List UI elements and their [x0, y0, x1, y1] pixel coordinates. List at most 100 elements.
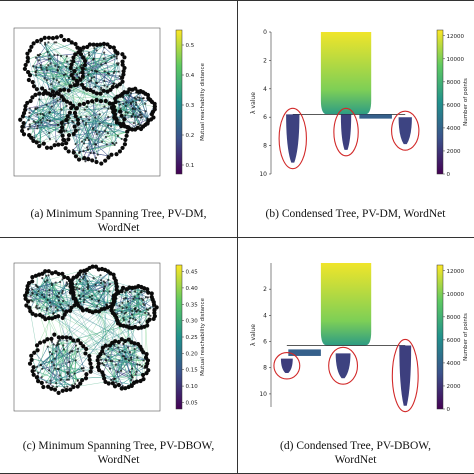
- c-node: [45, 308, 48, 312]
- a-node: [67, 76, 71, 79]
- a-node: [34, 140, 39, 145]
- c-node: [145, 287, 150, 292]
- a-node: [74, 106, 79, 111]
- a-node: [117, 110, 121, 114]
- a-node: [42, 35, 47, 41]
- c-edge: [57, 342, 76, 345]
- a-node: [89, 151, 92, 155]
- a-node: [60, 128, 63, 131]
- c-node: [61, 278, 64, 281]
- a-colorbar-tick-label: 0.3: [186, 103, 195, 109]
- a-node: [71, 150, 76, 155]
- a-node: [54, 64, 57, 67]
- c-edge: [40, 282, 56, 366]
- caption-d-line1: (d) Condensed Tree, PV-DBOW,: [280, 440, 431, 452]
- c-node: [75, 384, 80, 389]
- c-node: [123, 338, 128, 344]
- c-node: [28, 299, 31, 302]
- c-node: [95, 305, 99, 308]
- a-node: [122, 142, 128, 147]
- a-node: [124, 104, 127, 108]
- c-node: [123, 312, 126, 315]
- a-node: [69, 59, 72, 62]
- c-node: [116, 339, 121, 345]
- a-node: [52, 93, 57, 98]
- a-node: [28, 107, 31, 110]
- c-node: [122, 297, 125, 300]
- c-edge: [36, 377, 57, 384]
- c-node: [119, 322, 122, 325]
- c-node: [95, 364, 101, 370]
- c-node: [76, 347, 80, 350]
- c-node: [78, 341, 83, 346]
- c-node: [99, 281, 103, 285]
- a-node: [75, 67, 78, 70]
- a-node: [26, 77, 31, 83]
- a-node: [50, 91, 53, 94]
- c-node: [86, 280, 89, 283]
- c-node: [102, 371, 105, 374]
- a-edge: [34, 124, 65, 138]
- c-node: [82, 275, 86, 278]
- a-node: [48, 131, 51, 135]
- c-node: [104, 358, 107, 361]
- c-node: [65, 339, 69, 342]
- a-node: [25, 51, 30, 56]
- a-node: [45, 91, 50, 96]
- a-node: [42, 114, 45, 117]
- c-node: [56, 335, 61, 340]
- a-node: [34, 107, 37, 110]
- d-highlight-ellipse-2: [328, 346, 359, 385]
- b-highlight-ellipse-2: [333, 107, 359, 157]
- c-node: [78, 269, 83, 274]
- b-colorbar-label: Number of points: [463, 78, 469, 126]
- c-node: [76, 378, 79, 382]
- condensed-tree-b: 0 2 4 6 8 10 λ value 0 2000 4000 6000 8000 10000 1200…: [250, 29, 469, 178]
- c-node: [105, 307, 108, 310]
- a-node: [57, 65, 60, 69]
- a-node: [139, 123, 142, 127]
- c-colorbar-tick-label: 0.25: [186, 335, 199, 341]
- a-node: [130, 115, 133, 119]
- a-node: [48, 119, 51, 123]
- a-node: [37, 91, 42, 96]
- d-colorbar-tick-label: 2000: [447, 384, 461, 390]
- c-node: [41, 293, 44, 296]
- a-node: [49, 57, 52, 60]
- c-node: [41, 384, 46, 390]
- c-node: [33, 313, 38, 318]
- c-node: [129, 382, 133, 386]
- c-node: [48, 288, 51, 292]
- a-node: [34, 56, 38, 59]
- a-node: [39, 37, 44, 43]
- c-node: [35, 293, 39, 296]
- a-node: [32, 120, 35, 123]
- a-node: [92, 57, 95, 60]
- c-node: [62, 299, 65, 303]
- a-node: [63, 96, 66, 99]
- a-node: [98, 122, 101, 125]
- a-node: [137, 92, 140, 95]
- a-node: [124, 111, 127, 114]
- a-node: [113, 143, 116, 147]
- d-y-tick-label: 10: [259, 391, 267, 398]
- c-edge: [134, 296, 155, 309]
- a-node: [78, 83, 81, 86]
- c-node: [118, 350, 121, 353]
- c-node: [122, 318, 125, 322]
- c-node: [78, 274, 82, 277]
- a-node: [32, 140, 35, 143]
- c-node: [96, 267, 101, 272]
- a-node: [46, 50, 49, 53]
- c-node: [49, 379, 52, 382]
- a-node: [120, 79, 125, 84]
- a-node: [100, 86, 103, 89]
- a-node: [36, 53, 39, 57]
- a-node: [109, 152, 114, 157]
- a-node: [36, 124, 39, 128]
- a-node: [73, 128, 78, 133]
- a-edge: [44, 44, 58, 81]
- a-node: [60, 108, 63, 111]
- c-node: [49, 305, 53, 308]
- a-node: [132, 113, 135, 116]
